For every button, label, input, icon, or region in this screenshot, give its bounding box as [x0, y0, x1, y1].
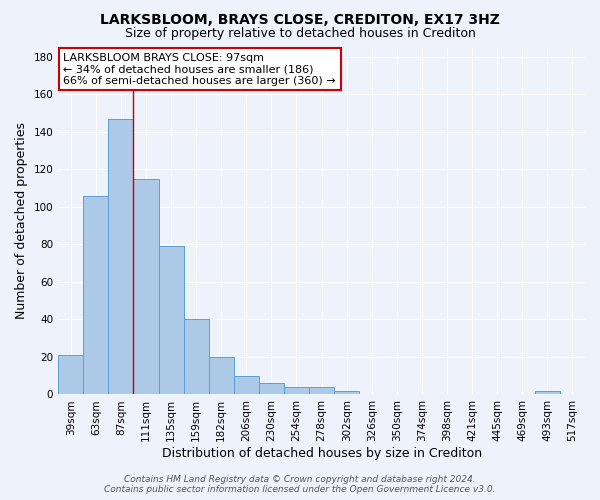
Bar — [209, 357, 234, 395]
Text: Size of property relative to detached houses in Crediton: Size of property relative to detached ho… — [125, 28, 475, 40]
Bar — [309, 387, 334, 394]
Y-axis label: Number of detached properties: Number of detached properties — [15, 122, 28, 320]
Bar — [259, 383, 284, 394]
Bar — [234, 376, 259, 394]
Bar — [184, 320, 209, 394]
Bar — [109, 119, 133, 394]
Bar — [58, 355, 83, 395]
Bar — [133, 179, 158, 394]
Bar — [334, 390, 359, 394]
Text: LARKSBLOOM BRAYS CLOSE: 97sqm
← 34% of detached houses are smaller (186)
66% of : LARKSBLOOM BRAYS CLOSE: 97sqm ← 34% of d… — [64, 52, 336, 86]
Bar — [83, 196, 109, 394]
Text: Contains HM Land Registry data © Crown copyright and database right 2024.
Contai: Contains HM Land Registry data © Crown c… — [104, 474, 496, 494]
Bar — [535, 390, 560, 394]
Bar — [158, 246, 184, 394]
Bar — [284, 387, 309, 394]
Text: LARKSBLOOM, BRAYS CLOSE, CREDITON, EX17 3HZ: LARKSBLOOM, BRAYS CLOSE, CREDITON, EX17 … — [100, 12, 500, 26]
X-axis label: Distribution of detached houses by size in Crediton: Distribution of detached houses by size … — [161, 447, 482, 460]
